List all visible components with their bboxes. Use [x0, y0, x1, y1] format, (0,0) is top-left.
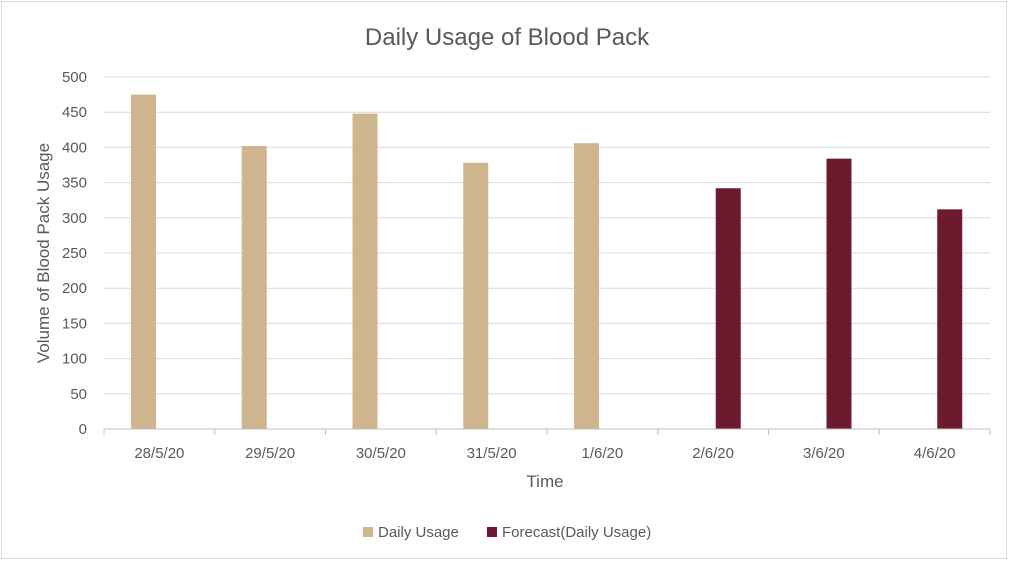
x-axis-title: Time	[526, 472, 563, 491]
bar-daily-usage	[131, 94, 156, 429]
bars	[131, 94, 963, 429]
y-axis-title: Volume of Blood Pack Usage	[34, 143, 53, 363]
bar-forecast	[937, 209, 963, 429]
legend-swatch	[487, 527, 497, 537]
y-tick-label: 500	[62, 69, 87, 86]
legend: Daily Usage Forecast(Daily Usage)	[363, 524, 651, 541]
bar-daily-usage	[241, 145, 267, 429]
x-tick-label: 29/5/20	[245, 445, 295, 462]
y-tick-label: 450	[62, 104, 87, 121]
chart-title: Daily Usage of Blood Pack	[365, 24, 650, 51]
y-tick-label: 200	[62, 280, 87, 297]
bar-forecast	[826, 158, 852, 429]
x-tick-label: 2/6/20	[692, 445, 734, 462]
x-tick-label: 4/6/20	[914, 445, 956, 462]
legend-label: Daily Usage	[378, 524, 459, 541]
x-tick-label: 30/5/20	[356, 445, 406, 462]
legend-swatch	[363, 527, 373, 537]
y-tick-label: 300	[62, 210, 87, 227]
x-tick-label: 1/6/20	[582, 445, 624, 462]
x-tick-label: 31/5/20	[467, 445, 517, 462]
bar-daily-usage	[574, 143, 599, 429]
bar-daily-usage	[463, 162, 489, 429]
y-tick-label: 350	[62, 175, 87, 192]
y-tick-label: 100	[62, 351, 87, 368]
y-tick-label: 50	[70, 386, 87, 403]
y-tick-label: 150	[62, 315, 87, 332]
y-axis-ticks: 0 50 100 150 200 250 300 350 400 450 500	[62, 69, 87, 438]
legend-label: Forecast(Daily Usage)	[502, 524, 651, 541]
bar-daily-usage	[352, 113, 378, 429]
x-tick-label: 3/6/20	[803, 445, 845, 462]
x-tick-label: 28/5/20	[134, 445, 184, 462]
y-tick-label: 0	[79, 421, 87, 438]
bar-forecast	[715, 188, 741, 429]
y-tick-label: 250	[62, 245, 87, 262]
gridlines	[104, 76, 990, 395]
x-axis-ticks: 28/5/20 29/5/20 30/5/20 31/5/20 1/6/20 2/6/20…	[103, 429, 991, 462]
y-tick-label: 400	[62, 139, 87, 156]
